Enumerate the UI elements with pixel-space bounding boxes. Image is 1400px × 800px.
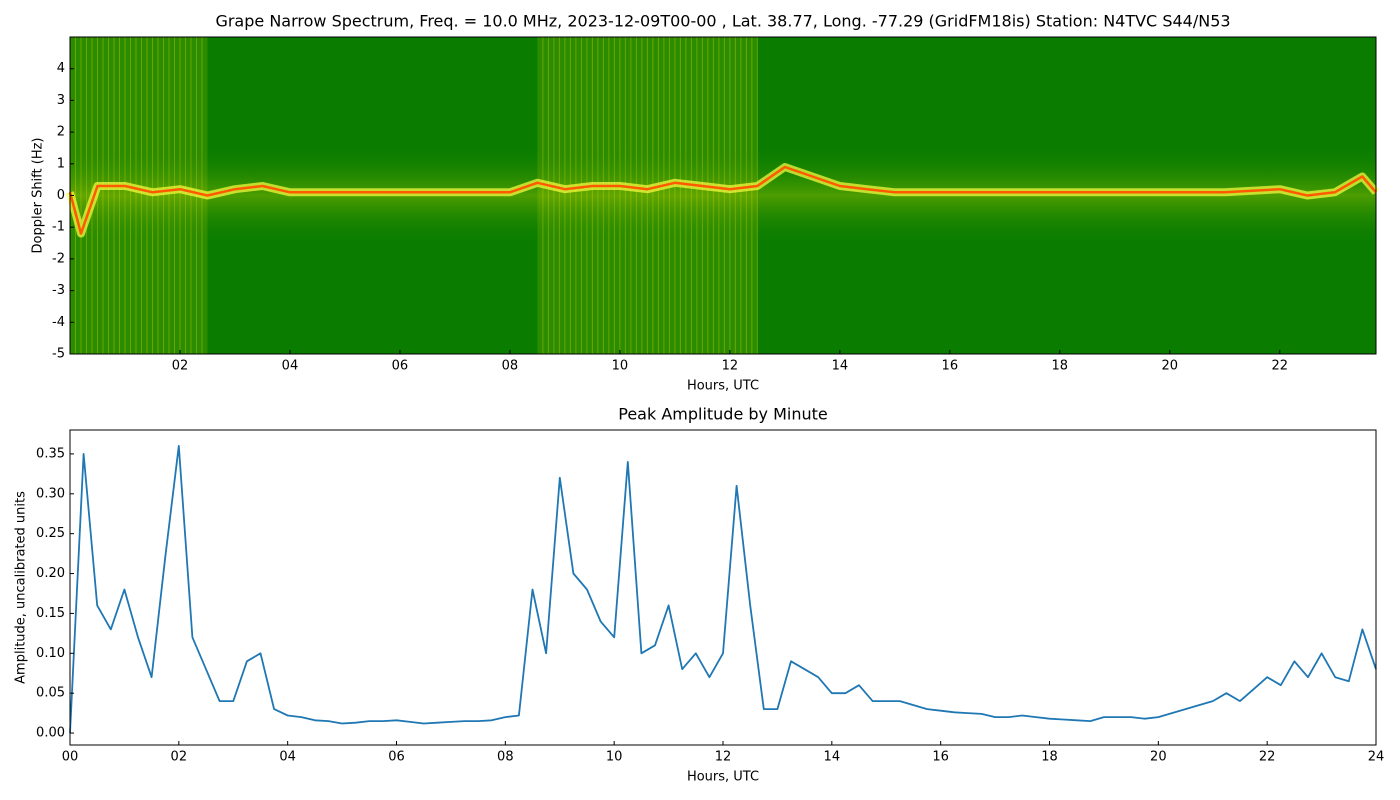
x-tick-label: 18 (1052, 359, 1069, 374)
x-tick-label: 22 (1271, 359, 1288, 374)
y-tick-label: 0.20 (36, 566, 65, 581)
y-tick-label: -2 (52, 251, 65, 266)
y-axis-label: Amplitude, uncalibrated units (14, 491, 29, 684)
y-tick-label: 0 (57, 188, 65, 203)
x-tick-label: 24 (1368, 750, 1385, 765)
x-tick-label: 20 (1162, 359, 1179, 374)
y-tick-label: 2 (57, 125, 65, 140)
x-tick-label: 10 (612, 359, 629, 374)
x-tick-label: 08 (497, 750, 514, 765)
y-tick-label: -5 (52, 347, 65, 362)
y-tick-label: 3 (57, 93, 65, 108)
amplitude-line (69, 445, 1377, 734)
y-tick-label: 4 (57, 61, 65, 76)
y-tick-label: -4 (52, 315, 65, 330)
x-tick-label: 10 (606, 750, 623, 765)
x-tick-label: 18 (1041, 750, 1058, 765)
x-tick-label: 02 (172, 359, 189, 374)
y-tick-label: 1 (57, 156, 65, 171)
x-axis-label: Hours, UTC (687, 770, 759, 785)
y-tick-label: -3 (52, 283, 65, 298)
chart-title: Peak Amplitude by Minute (618, 405, 828, 424)
y-tick-label: 0.25 (36, 526, 65, 541)
x-tick-label: 12 (722, 359, 739, 374)
x-tick-label: 06 (388, 750, 405, 765)
x-tick-label: 12 (715, 750, 732, 765)
y-tick-label: 0.30 (36, 486, 65, 501)
x-tick-label: 06 (392, 359, 409, 374)
y-tick-label: 0.10 (36, 646, 65, 661)
x-tick-label: 00 (62, 750, 79, 765)
y-tick-label: -1 (52, 220, 65, 235)
x-tick-label: 16 (942, 359, 959, 374)
x-tick-label: 04 (282, 359, 299, 374)
x-tick-label: 14 (824, 750, 841, 765)
y-tick-label: 0.00 (36, 726, 65, 741)
x-tick-label: 14 (832, 359, 849, 374)
x-tick-label: 04 (279, 750, 296, 765)
doppler-trace (68, 165, 1377, 235)
x-tick-label: 16 (932, 750, 949, 765)
x-axis-label: Hours, UTC (687, 379, 759, 394)
y-axis-label: Doppler Shift (Hz) (31, 138, 46, 254)
plot-frame (69, 429, 1377, 746)
x-tick-label: 08 (502, 359, 519, 374)
chart-title: Grape Narrow Spectrum, Freq. = 10.0 MHz,… (215, 12, 1230, 31)
x-tick-label: 02 (171, 750, 188, 765)
x-tick-label: 22 (1259, 750, 1276, 765)
x-tick-label: 20 (1150, 750, 1167, 765)
y-tick-label: 0.05 (36, 686, 65, 701)
y-tick-label: 0.35 (36, 446, 65, 461)
y-tick-label: 0.15 (36, 606, 65, 621)
